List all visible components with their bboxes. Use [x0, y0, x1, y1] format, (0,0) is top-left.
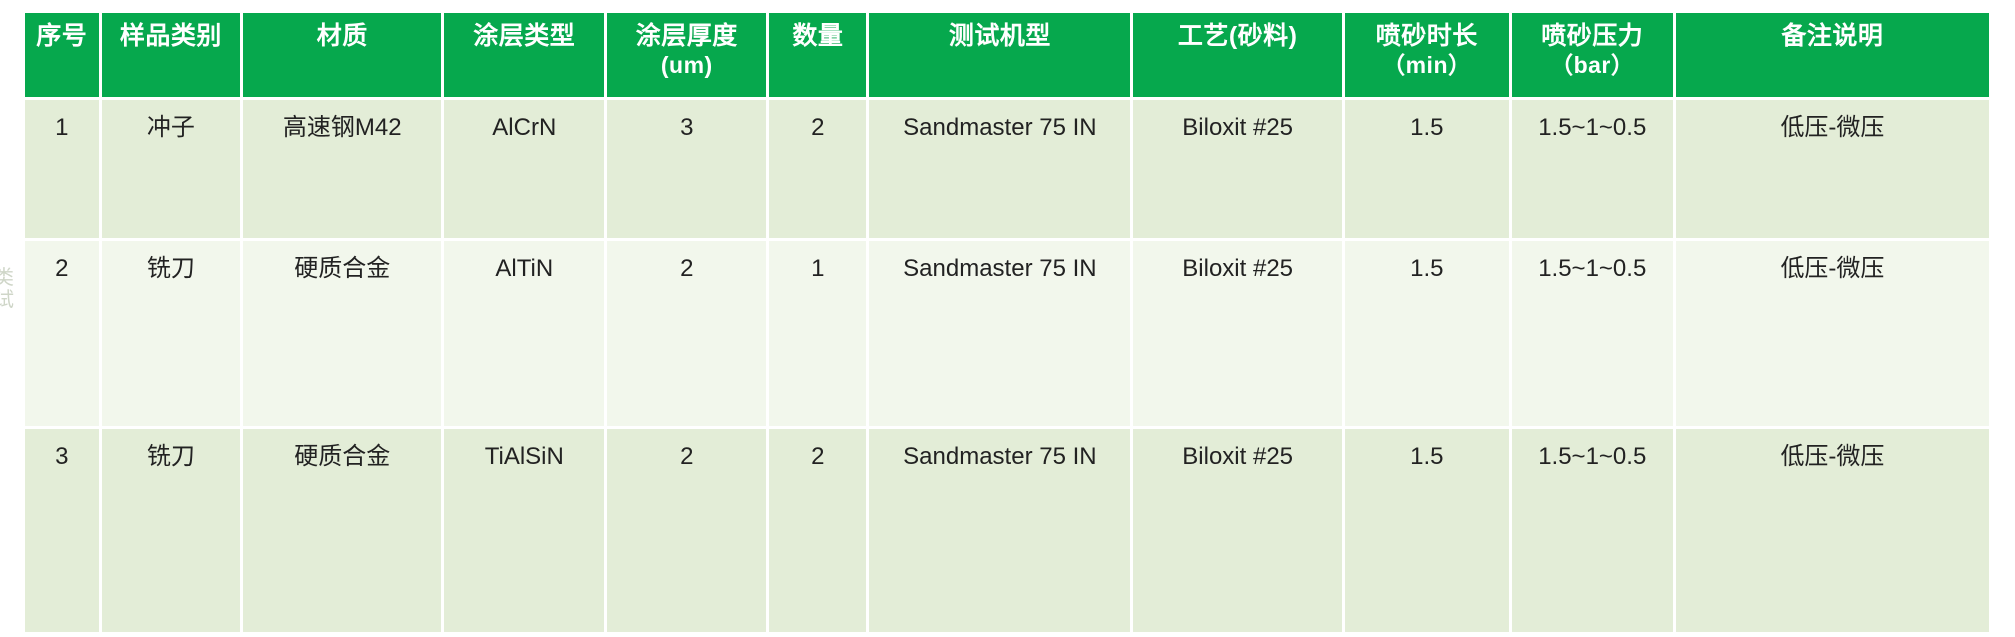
cell-material[interactable]: 硬质合金 [243, 429, 442, 632]
cell-coating-thickness[interactable]: 2 [607, 241, 767, 426]
column-header-test-machine[interactable]: 测试机型 [869, 13, 1131, 97]
cell-coating-type[interactable]: TiAlSiN [444, 429, 605, 632]
cell-test-machine[interactable]: Sandmaster 75 IN [869, 100, 1131, 238]
cell-quantity[interactable]: 1 [769, 241, 867, 426]
cell-material[interactable]: 硬质合金 [243, 241, 442, 426]
cell-index[interactable]: 1 [25, 100, 99, 238]
column-header-remark[interactable]: 备注说明 [1675, 13, 1989, 97]
cell-blast-time[interactable]: 1.5 [1345, 100, 1509, 238]
column-header-quantity-label: 数量 [792, 22, 844, 50]
table-header-row: 序号 样品类别 材质 涂层类型 涂层厚度 (um) 数量 [25, 13, 1989, 97]
cell-coating-thickness[interactable]: 2 [607, 429, 767, 632]
cell-quantity[interactable]: 2 [769, 429, 867, 632]
column-header-index-label: 序号 [36, 22, 88, 50]
column-header-coating-thickness-label: 涂层厚度 [635, 22, 738, 50]
cell-blast-pressure[interactable]: 1.5~1~0.5 [1511, 241, 1673, 426]
column-header-blast-pressure[interactable]: 喷砂压力 （bar） [1511, 13, 1673, 97]
column-header-material-label: 材质 [316, 22, 368, 50]
cell-remark[interactable]: 低压-微压 [1675, 241, 1989, 426]
table-row[interactable]: 1 冲子 高速钢M42 AlCrN 3 2 Sandmaster 75 IN B… [25, 100, 1989, 238]
cell-index[interactable]: 2 [25, 241, 99, 426]
column-header-blast-time-unit: （min） [1382, 52, 1472, 78]
cell-sample-type[interactable]: 铣刀 [101, 241, 241, 426]
column-header-material[interactable]: 材质 [243, 13, 442, 97]
cell-index[interactable]: 3 [25, 429, 99, 632]
column-header-index[interactable]: 序号 [25, 13, 99, 97]
cell-process-media[interactable]: Biloxit #25 [1133, 429, 1342, 632]
cell-test-machine[interactable]: Sandmaster 75 IN [869, 429, 1131, 632]
column-header-test-machine-label: 测试机型 [948, 22, 1051, 50]
column-header-remark-label: 备注说明 [1781, 22, 1884, 50]
column-header-coating-type-label: 涂层类型 [473, 22, 576, 50]
column-header-coating-thickness[interactable]: 涂层厚度 (um) [607, 13, 767, 97]
cell-process-media[interactable]: Biloxit #25 [1133, 241, 1342, 426]
cell-test-machine[interactable]: Sandmaster 75 IN [869, 241, 1131, 426]
column-header-process-media[interactable]: 工艺(砂料) [1133, 13, 1342, 97]
cell-sample-type[interactable]: 铣刀 [101, 429, 241, 632]
column-header-blast-pressure-label: 喷砂压力 [1541, 22, 1644, 50]
column-header-sample-type[interactable]: 样品类别 [101, 13, 241, 97]
table-row[interactable]: 2 铣刀 硬质合金 AlTiN 2 1 Sandmaster 75 IN Bil… [25, 241, 1989, 426]
table-row[interactable]: 3 铣刀 硬质合金 TiAlSiN 2 2 Sandmaster 75 IN B… [25, 429, 1989, 632]
sandblasting-test-plan-table: 序号 样品类别 材质 涂层类型 涂层厚度 (um) 数量 [22, 10, 1992, 635]
cut-off-glyph-top: 类 [0, 265, 14, 289]
cell-blast-pressure[interactable]: 1.5~1~0.5 [1511, 100, 1673, 238]
cell-blast-time[interactable]: 1.5 [1345, 429, 1509, 632]
column-header-coating-thickness-unit: (um) [660, 52, 713, 78]
cell-blast-pressure[interactable]: 1.5~1~0.5 [1511, 429, 1673, 632]
cell-remark[interactable]: 低压-微压 [1675, 429, 1989, 632]
cell-sample-type[interactable]: 冲子 [101, 100, 241, 238]
column-header-coating-type[interactable]: 涂层类型 [444, 13, 605, 97]
cell-process-media[interactable]: Biloxit #25 [1133, 100, 1342, 238]
cell-remark[interactable]: 低压-微压 [1675, 100, 1989, 238]
column-header-blast-time[interactable]: 喷砂时长 （min） [1345, 13, 1509, 97]
cell-coating-type[interactable]: AlTiN [444, 241, 605, 426]
cell-material[interactable]: 高速钢M42 [243, 100, 442, 238]
column-header-sample-type-label: 样品类别 [119, 22, 222, 50]
column-header-blast-pressure-unit: （bar） [1550, 52, 1635, 78]
cell-coating-type[interactable]: AlCrN [444, 100, 605, 238]
column-header-quantity[interactable]: 数量 [769, 13, 867, 97]
cell-blast-time[interactable]: 1.5 [1345, 241, 1509, 426]
cell-quantity[interactable]: 2 [769, 100, 867, 238]
cut-off-glyph-bottom: 试 [0, 287, 14, 311]
column-header-process-media-label: 工艺(砂料) [1177, 22, 1298, 50]
cell-coating-thickness[interactable]: 3 [607, 100, 767, 238]
column-header-blast-time-label: 喷砂时长 [1375, 22, 1478, 50]
